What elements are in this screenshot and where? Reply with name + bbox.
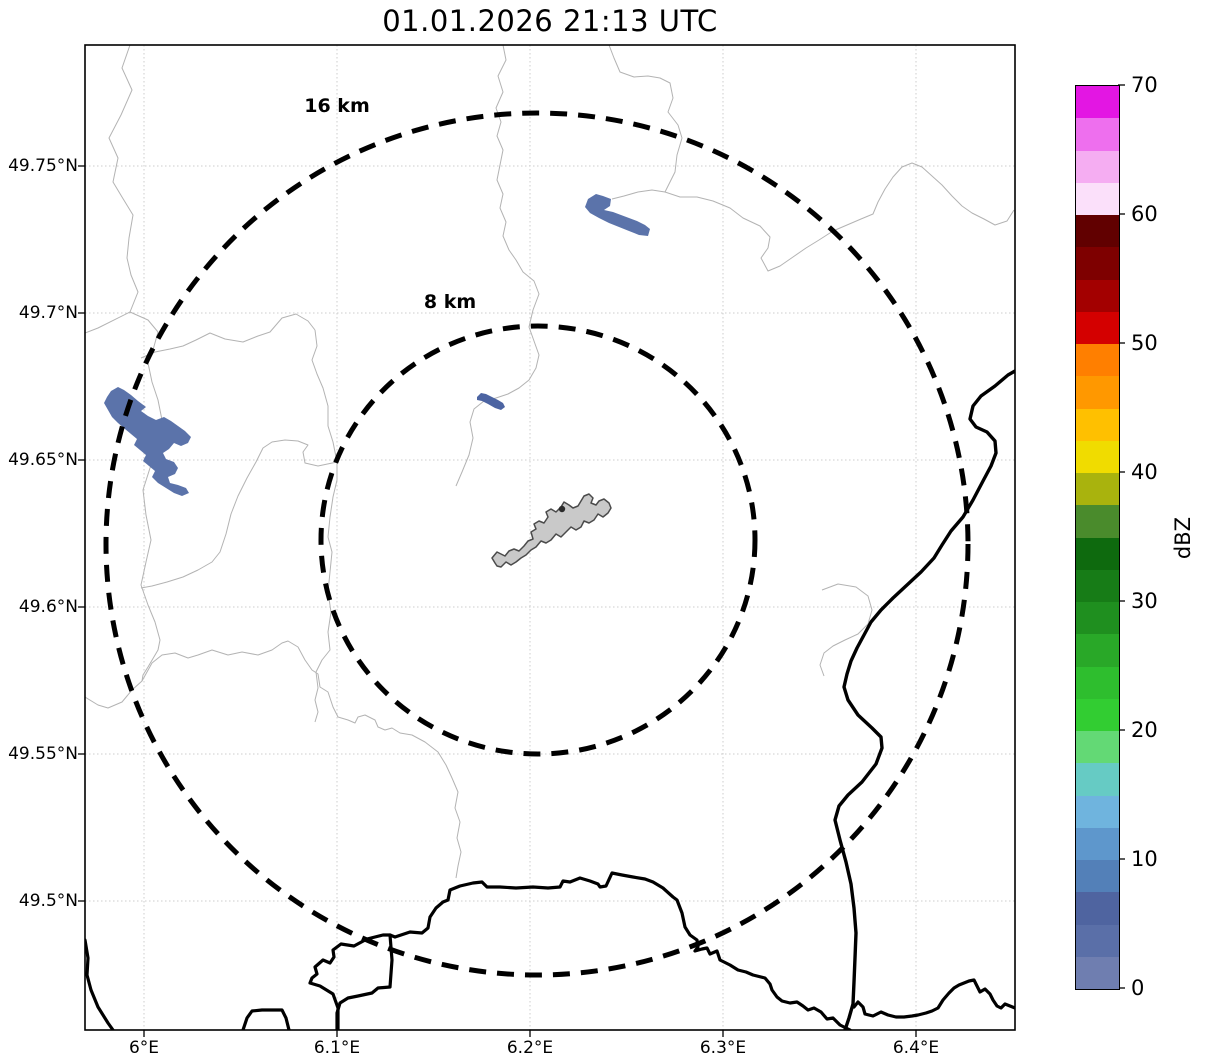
- colorbar-tick-label: 60: [1131, 202, 1158, 226]
- colorbar-cell: [1076, 795, 1119, 828]
- range-ring-16km: [103, 110, 971, 978]
- country-border-line: [85, 938, 115, 1030]
- colorbar-cell: [1076, 440, 1119, 473]
- radar-echo-polygon: [585, 194, 650, 236]
- admin-boundary-line: [140, 313, 316, 359]
- colorbar-cell: [1076, 279, 1119, 312]
- x-axis-tick-label: 6.2°E: [506, 1038, 554, 1058]
- colorbar-cell: [1076, 86, 1119, 119]
- colorbar-cell: [1076, 569, 1119, 602]
- colorbar-cell: [1076, 827, 1119, 860]
- colorbar-cell: [1076, 763, 1119, 796]
- colorbar-tick-label: 0: [1131, 976, 1145, 1000]
- colorbar-cell: [1076, 731, 1119, 764]
- y-axis-tick-label: 49.6°N: [18, 597, 78, 617]
- urban-area-polygon: [491, 493, 612, 568]
- colorbar-axis-label: dBZ: [1171, 516, 1195, 560]
- x-axis-tick-label: 6.1°E: [313, 1038, 361, 1058]
- admin-boundary-line: [311, 329, 338, 723]
- admin-boundary-line: [140, 439, 338, 589]
- y-axis-tick-label: 49.55°N: [8, 744, 78, 764]
- country-border-line: [308, 871, 852, 1030]
- colorbar-tick-label: 40: [1131, 460, 1158, 484]
- figure-title: 01.01.2026 21:13 UTC: [382, 4, 718, 38]
- range-ring-label-16km: 16 km: [304, 95, 370, 117]
- colorbar-cell: [1076, 892, 1119, 925]
- y-axis-tick-label: 49.5°N: [18, 891, 78, 911]
- country-border-line: [852, 978, 1015, 1019]
- colorbar-cell: [1076, 344, 1119, 377]
- colorbar-cell: [1076, 698, 1119, 731]
- colorbar-cell: [1076, 956, 1119, 989]
- admin-boundary-line: [141, 640, 462, 879]
- range-ring-8km: [318, 323, 758, 757]
- country-border-line: [335, 933, 394, 1030]
- admin-boundary-line: [819, 583, 873, 677]
- colorbar-cell: [1076, 924, 1119, 957]
- colorbar-cell: [1076, 666, 1119, 699]
- y-axis-tick-label: 49.65°N: [8, 450, 78, 470]
- radar-echo-polygon: [477, 393, 505, 410]
- admin-boundary-line: [85, 45, 139, 334]
- admin-boundary-line: [455, 45, 540, 487]
- admin-boundary-line: [85, 311, 164, 709]
- x-axis-tick-label: 6.3°E: [699, 1038, 747, 1058]
- colorbar-cell: [1076, 860, 1119, 893]
- colorbar-cell: [1076, 376, 1119, 409]
- colorbar-cell: [1076, 408, 1119, 441]
- x-axis-tick-label: 6.4°E: [892, 1038, 940, 1058]
- colorbar-tick-label: 20: [1131, 718, 1158, 742]
- admin-boundary-line: [608, 45, 683, 200]
- colorbar-cell: [1076, 602, 1119, 635]
- plot-border: [84, 44, 1016, 1031]
- colorbar-cell: [1076, 118, 1119, 151]
- colorbar-tick-label: 10: [1131, 847, 1158, 871]
- colorbar-cell: [1076, 634, 1119, 667]
- colorbar-cell: [1076, 473, 1119, 506]
- colorbar-cell: [1076, 182, 1119, 215]
- range-ring-label-8km: 8 km: [423, 291, 477, 313]
- colorbar-tick-label: 70: [1131, 73, 1158, 97]
- colorbar-cell: [1076, 505, 1119, 538]
- radar-site-marker: [558, 505, 566, 513]
- colorbar-cell: [1076, 150, 1119, 183]
- colorbar: [1075, 85, 1120, 990]
- colorbar-cell: [1076, 311, 1119, 344]
- colorbar-tick-label: 30: [1131, 589, 1158, 613]
- y-axis-tick-label: 49.75°N: [8, 156, 78, 176]
- river-line: [833, 369, 1015, 1030]
- y-axis-tick-label: 49.7°N: [18, 303, 78, 323]
- colorbar-cell: [1076, 247, 1119, 280]
- colorbar-cell: [1076, 215, 1119, 248]
- colorbar-cell: [1076, 537, 1119, 570]
- x-axis-tick-label: 6°E: [128, 1038, 160, 1058]
- admin-boundary-line: [664, 162, 1015, 272]
- colorbar-tick-label: 50: [1131, 331, 1158, 355]
- country-border-line: [241, 1008, 291, 1030]
